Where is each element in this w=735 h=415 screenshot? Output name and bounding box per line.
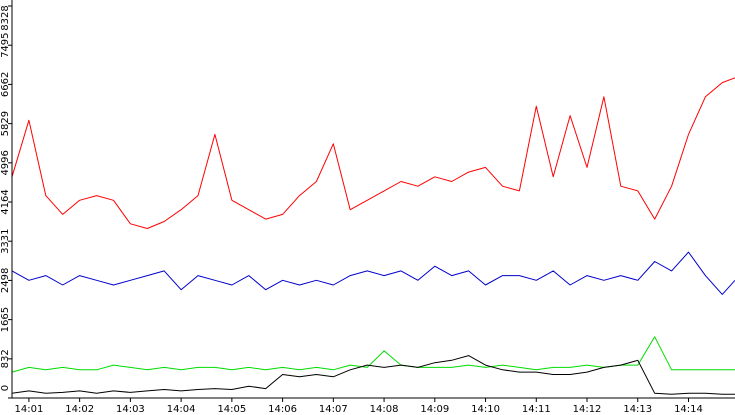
- y-tick-label: 7495: [0, 32, 11, 57]
- series-layer: [11, 77, 735, 395]
- x-tick-label: 14:06: [268, 404, 297, 415]
- y-tick-label: 832: [0, 349, 11, 368]
- x-tick-label: 14:14: [674, 404, 703, 415]
- x-tick-label: 14:13: [623, 404, 652, 415]
- x-tick-label: 14:08: [370, 404, 399, 415]
- y-tick-label: 5829: [0, 111, 11, 136]
- x-tick-label: 14:02: [65, 404, 94, 415]
- y-tick-label: 0: [0, 385, 11, 391]
- y-tick-label: 3331: [0, 228, 11, 253]
- y-tick-label: 2498: [0, 268, 11, 293]
- x-tick-label: 14:09: [420, 404, 449, 415]
- series-line-2: [11, 251, 735, 295]
- y-tick-label: 4996: [0, 150, 11, 175]
- y-tick-label: 8328: [0, 5, 11, 30]
- x-tick-label: 14:07: [319, 404, 348, 415]
- x-tick-label: 14:12: [573, 404, 602, 415]
- x-tick-label: 14:05: [217, 404, 246, 415]
- series-line-3: [11, 336, 735, 373]
- x-tick-label: 14:11: [522, 404, 551, 415]
- x-tick-label: 14:04: [167, 404, 196, 415]
- series-line-4: [11, 355, 735, 395]
- y-tick-label: 4164: [0, 189, 11, 214]
- x-tick-label: 14:10: [471, 404, 500, 415]
- x-axis-ticks: 14:01 14:02 14:03 14:04 14:05 14:06 14:07 14:08…: [14, 398, 703, 415]
- series-line-1: [11, 77, 735, 229]
- y-tick-label: 1665: [0, 307, 11, 332]
- x-tick-label: 14:01: [14, 404, 43, 415]
- x-tick-label: 14:03: [116, 404, 145, 415]
- y-axis-ticks: 0 832 1665 2498 3331 4164 4996 5829 6662 7495 8328: [0, 5, 12, 399]
- y-tick-label: 6662: [0, 72, 11, 97]
